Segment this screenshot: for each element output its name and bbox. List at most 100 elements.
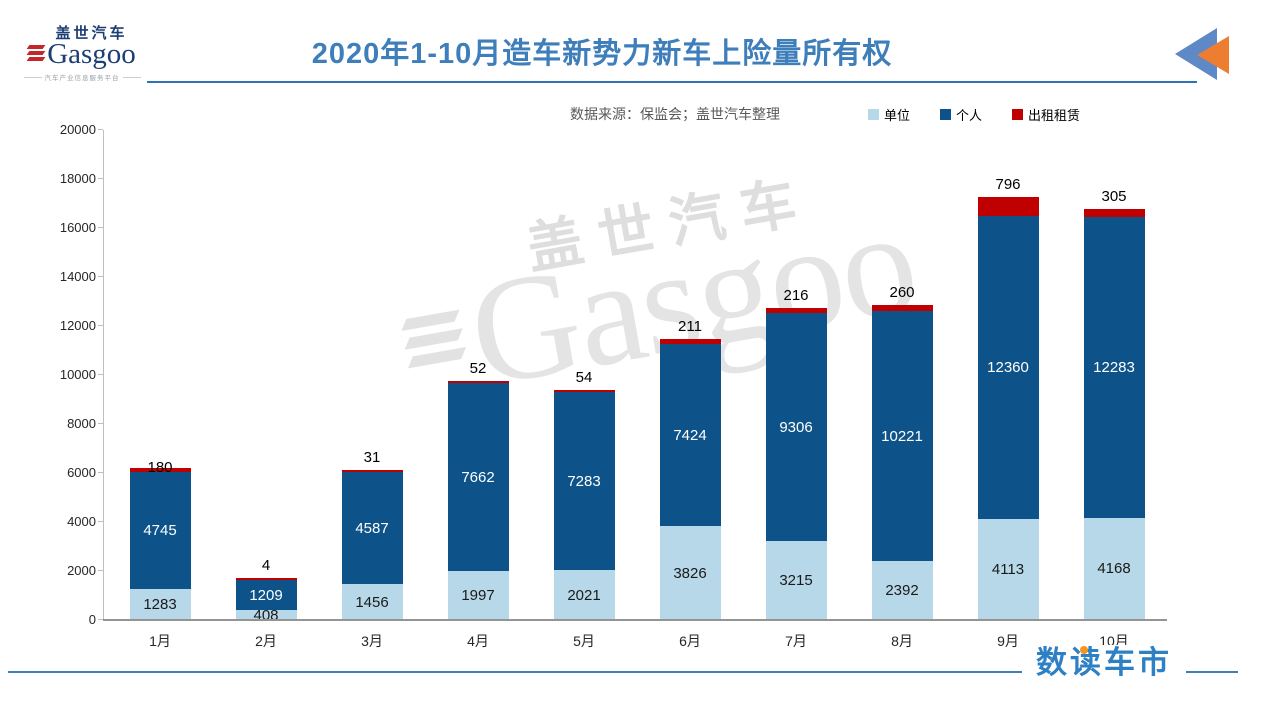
y-axis-tick [98,129,103,130]
y-axis-label: 8000 [67,416,96,431]
x-axis-label: 6月 [679,633,701,649]
bar-value-label: 7424 [673,426,707,444]
footer-brand-text: 数读车市 [1036,645,1172,680]
x-axis-label: 3月 [361,633,383,649]
bar-segment-出租租赁 [553,390,615,393]
x-axis-label: 9月 [997,633,1019,649]
logo-tagline: 汽车产业信息服务平台 [22,72,142,82]
gasgoo-stripes-icon [26,45,46,61]
back-arrows-icon [1175,26,1245,82]
logo-en-text: Gasgoo [47,38,136,70]
bar-value-label: 3826 [673,564,707,582]
bar-value-label: 7662 [461,468,495,486]
y-axis-label: 2000 [67,563,96,578]
bar-segment-出租租赁 [659,339,721,345]
rental-value-label: 305 [1101,188,1127,206]
bar-segment-个人: 7662 [447,383,509,572]
bar-segment-个人: 4587 [341,471,403,585]
y-axis-tick [98,374,103,375]
brand-dot-icon [1080,646,1088,654]
bar-value-label: 2021 [567,586,601,604]
bar-segment-单位: 4113 [977,519,1039,620]
title-underline [147,81,1197,83]
bar-segment-出租租赁 [871,304,933,311]
rental-value-label: 4 [261,557,271,575]
x-axis-label: 1月 [149,633,171,649]
page-title: 2020年1-10月造车新势力新车上险量所有权 [311,38,893,70]
y-axis-label: 0 [88,612,96,627]
bar-segment-个人: 7424 [659,344,721,527]
x-axis-label: 4月 [467,633,489,649]
legend-swatch [868,109,879,120]
y-axis-label: 4000 [67,514,96,529]
bar-segment-单位: 1283 [129,588,191,620]
bar-segment-单位: 3215 [765,541,827,620]
rental-value-label: 796 [995,175,1021,193]
bar-segment-出租租赁 [235,578,297,581]
bar-segment-单位: 1456 [341,584,403,620]
y-axis-tick [98,521,103,522]
bar-segment-个人: 12360 [977,216,1039,520]
legend-swatch [940,109,952,120]
bar-value-label: 3215 [779,572,813,590]
y-axis-tick [98,227,103,228]
bar-segment-单位: 2392 [871,561,933,620]
bar-segment-出租租赁 [129,467,191,473]
bar-segment-出租租赁 [1083,209,1145,217]
bar-value-label: 2392 [885,582,919,600]
legend-item: 出租租赁 [1012,105,1080,124]
bar-segment-个人: 1209 [235,580,297,610]
bar-value-label: 1209 [249,586,283,604]
y-axis-tick [98,325,103,326]
bar-value-label: 4168 [1097,560,1131,578]
footer-line [8,671,1238,673]
bar-segment-个人: 10221 [871,310,933,562]
x-axis-label: 2月 [255,633,277,649]
x-axis-label: 5月 [573,633,595,649]
bar-value-label: 12283 [1093,358,1135,376]
orange-triangle-icon [1197,36,1229,74]
shudu-cheshi-logo: 数读车市 [1022,645,1186,681]
y-axis-label: 14000 [59,269,96,284]
bar-value-label: 4745 [143,521,177,539]
legend-item: 单位 [868,105,910,124]
bar-value-label: 7283 [567,472,601,490]
bar-segment-个人: 12283 [1083,216,1145,518]
bar-segment-单位: 3826 [659,526,721,620]
bar-segment-出租租赁 [765,307,827,314]
bar-value-label: 9306 [779,418,813,436]
bar-segment-出租租赁 [447,381,509,384]
bar-segment-个人: 4745 [129,472,191,589]
gasgoo-logo: 盖世汽车 Gasgoo 汽车产业信息服务平台 [22,26,142,82]
y-axis-label: 10000 [59,367,96,382]
y-axis-label: 6000 [67,465,96,480]
bar-value-label: 10221 [881,427,923,445]
y-axis-tick [98,178,103,179]
x-axis-label: 8月 [891,633,913,649]
y-axis-label: 20000 [59,122,96,137]
x-axis-label: 7月 [785,633,807,649]
y-axis-tick [98,276,103,277]
bar-segment-出租租赁 [977,196,1039,217]
y-axis-tick [98,472,103,473]
bar-value-label: 12360 [987,359,1029,377]
x-axis-line [103,619,1167,621]
y-axis-tick [98,570,103,571]
rental-value-label: 216 [783,286,809,304]
bar-value-label: 1283 [143,595,177,613]
bar-segment-单位: 4168 [1083,517,1145,620]
y-axis-line [103,130,104,620]
legend-label: 单位 [884,108,911,123]
y-axis-label: 12000 [59,318,96,333]
bar-value-label: 1997 [461,587,495,605]
gasgoo-logo-row: 盖世汽车 Gasgoo [22,25,142,70]
y-axis-tick [98,423,103,424]
rental-value-label: 260 [889,283,915,301]
rental-value-label: 54 [575,369,593,387]
legend-label: 个人 [956,108,983,123]
y-axis-tick [98,619,103,620]
legend: 单位 个人 出租租赁 [868,105,1080,124]
logo-cn-text: 盖世汽车 [55,25,128,42]
legend-label: 出租租赁 [1028,108,1081,123]
